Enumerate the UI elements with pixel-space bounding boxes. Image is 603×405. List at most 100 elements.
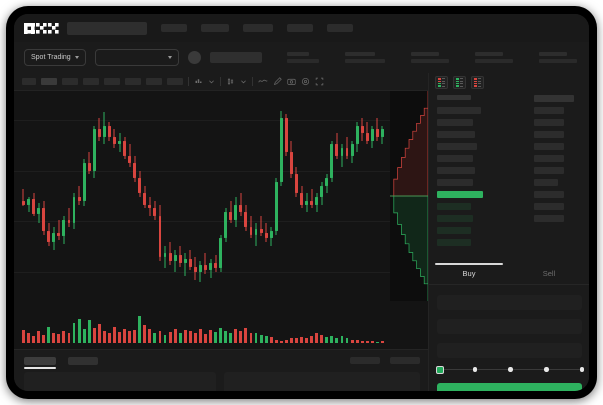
search-input[interactable]: [67, 21, 147, 35]
candle-body: [198, 264, 202, 273]
orderbook-trade-row[interactable]: [534, 191, 564, 198]
price-field[interactable]: [437, 295, 582, 310]
price-chart[interactable]: [14, 91, 428, 301]
candle-body: [173, 255, 177, 261]
settings-gear-icon[interactable]: [301, 77, 310, 86]
drawing-pencil-icon[interactable]: [273, 77, 282, 86]
candle: [198, 91, 202, 301]
chevron-down-icon[interactable]: [240, 78, 247, 85]
orderbook-trade-row[interactable]: [534, 215, 564, 222]
stat-label: [344, 52, 375, 57]
orderbook-trade-row[interactable]: [534, 179, 558, 186]
timeframe-6[interactable]: [146, 78, 162, 85]
candle-body: [188, 259, 192, 267]
volume-bar: [375, 341, 379, 343]
indicator-wave-icon[interactable]: [258, 77, 268, 86]
amount-field[interactable]: [437, 319, 582, 334]
timeframe-5[interactable]: [125, 78, 141, 85]
candle: [153, 91, 157, 301]
chevron-down-icon[interactable]: [208, 78, 215, 85]
orderbook-bid-row[interactable]: [437, 239, 471, 246]
orderbook-ask-row[interactable]: [437, 107, 481, 114]
orderbook-bid-row[interactable]: [437, 203, 471, 210]
candle-wick: [230, 200, 232, 224]
nav-item-3[interactable]: [287, 24, 313, 32]
interval-icon[interactable]: [194, 77, 203, 86]
timeframe-2[interactable]: [62, 78, 78, 85]
candle-wick: [260, 215, 262, 237]
volume-bar: [52, 332, 56, 343]
amount-slider[interactable]: [435, 365, 585, 374]
nav-item-0[interactable]: [161, 24, 187, 32]
nav-item-4[interactable]: [327, 24, 353, 32]
candle-body: [219, 238, 223, 269]
pair-selector[interactable]: [94, 49, 179, 66]
candle: [259, 91, 263, 301]
orderbook-ask-row[interactable]: [437, 155, 473, 162]
orderbook-header: [437, 95, 471, 100]
volume-bar: [345, 338, 349, 343]
orderbook-trade-row[interactable]: [534, 155, 564, 162]
candle: [72, 91, 76, 301]
orderbook-bid-row[interactable]: [437, 227, 471, 234]
asks-only-icon[interactable]: [471, 76, 484, 89]
market-subheader: Spot Trading: [14, 42, 589, 73]
candle-body: [345, 148, 349, 156]
candle: [284, 91, 288, 301]
bids-only-icon[interactable]: [453, 76, 466, 89]
orders-tab-1[interactable]: [68, 357, 98, 365]
orderbook-trade-row[interactable]: [534, 167, 564, 174]
candle-body: [325, 178, 329, 186]
orderbook-trade-row[interactable]: [534, 95, 574, 102]
orderbook-ask-row[interactable]: [437, 131, 475, 138]
okx-logo[interactable]: [24, 22, 59, 34]
trading-mode-selector[interactable]: Spot Trading: [24, 49, 86, 66]
candle-body: [340, 148, 344, 156]
orderbook-trade-row[interactable]: [534, 131, 564, 138]
tab-buy[interactable]: Buy: [429, 263, 509, 284]
candle-body: [82, 163, 86, 201]
nav-item-1[interactable]: [201, 24, 229, 32]
candle: [183, 91, 187, 301]
fullscreen-icon[interactable]: [315, 77, 324, 86]
orderbook-trade-row[interactable]: [534, 143, 564, 150]
orderbook-spread-row[interactable]: [437, 191, 483, 198]
timeframe-1[interactable]: [41, 78, 57, 85]
slider-step-100[interactable]: [579, 367, 585, 372]
open-orders-box[interactable]: [24, 372, 216, 391]
orderbook-ask-row[interactable]: [437, 143, 477, 150]
orderbook-trade-row[interactable]: [534, 107, 564, 114]
slider-step-50[interactable]: [508, 367, 513, 372]
total-field[interactable]: [437, 343, 582, 358]
volume-bar: [355, 340, 359, 343]
orderbook-ask-row[interactable]: [437, 119, 473, 126]
orderbook-trade-row[interactable]: [534, 119, 564, 126]
volume-bar: [264, 335, 268, 343]
orders-tab-0[interactable]: [24, 357, 56, 365]
submit-buy-button[interactable]: [437, 383, 582, 391]
nav-item-2[interactable]: [243, 24, 273, 32]
camera-icon[interactable]: [287, 77, 296, 86]
orders-action-1[interactable]: [350, 357, 380, 364]
slider-handle[interactable]: [435, 365, 444, 374]
timeframe-7[interactable]: [167, 78, 183, 85]
candle-body: [128, 155, 132, 164]
order-history-box[interactable]: [224, 372, 420, 391]
slider-step-75[interactable]: [544, 367, 549, 372]
orderbook-trade-row[interactable]: [534, 203, 564, 210]
orderbook-ask-row[interactable]: [437, 167, 475, 174]
timeframe-0[interactable]: [22, 78, 36, 85]
orders-action-0[interactable]: [390, 357, 420, 364]
candle: [158, 91, 162, 301]
candlestick-type-icon[interactable]: [226, 77, 235, 86]
tab-sell[interactable]: Sell: [509, 263, 589, 284]
candle-wick: [240, 193, 242, 216]
both-icon[interactable]: [435, 76, 448, 89]
orderbook-bid-row[interactable]: [437, 215, 473, 222]
candle: [173, 91, 177, 301]
active-tab-underline: [24, 367, 56, 369]
timeframe-4[interactable]: [104, 78, 120, 85]
timeframe-3[interactable]: [83, 78, 99, 85]
orderbook-ask-row[interactable]: [437, 179, 473, 186]
slider-step-25[interactable]: [472, 367, 478, 372]
